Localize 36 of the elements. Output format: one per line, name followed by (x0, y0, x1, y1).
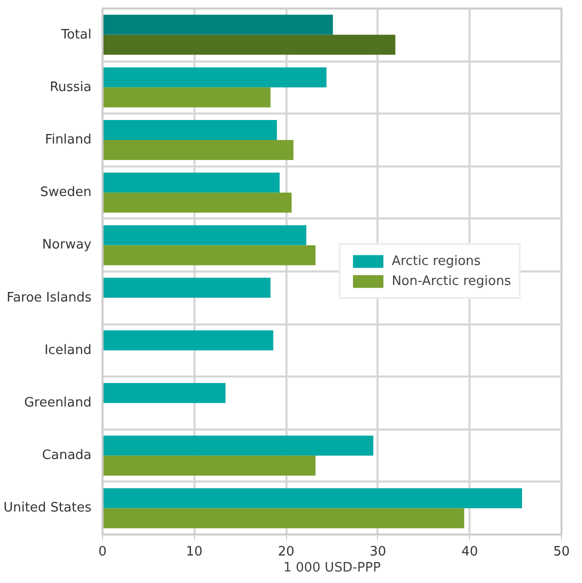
bar (102, 330, 274, 350)
bar (102, 383, 226, 403)
bar (102, 140, 294, 160)
bar (102, 278, 270, 298)
y-tick-label: Finland (45, 132, 92, 148)
y-tick-label: Sweden (40, 185, 92, 200)
x-tick-label: 20 (278, 544, 294, 560)
x-tick-label: 10 (186, 544, 203, 560)
x-axis-title: 1 000 USD-PPP (283, 560, 381, 576)
bar (102, 436, 374, 456)
bar (102, 120, 277, 140)
x-tick-label: 40 (461, 544, 478, 560)
bar (102, 34, 396, 55)
bar (102, 225, 306, 246)
x-tick-label: 50 (553, 544, 570, 560)
bar (102, 14, 333, 35)
bar (102, 67, 326, 88)
y-tick-label: Greenland (24, 396, 92, 410)
y-tick-label: Iceland (44, 342, 92, 358)
y-tick-label: United States (3, 500, 92, 516)
y-tick-label: Norway (42, 238, 92, 253)
y-tick-label: Faroe Islands (6, 290, 92, 306)
legend-label: Arctic regions (392, 254, 481, 268)
x-tick-label: 30 (370, 544, 386, 560)
bar (102, 245, 316, 266)
bar (102, 87, 270, 108)
x-tick-label: 0 (98, 544, 107, 560)
bar (102, 172, 280, 193)
y-tick-label: Russia (50, 80, 92, 95)
bar (102, 192, 292, 213)
y-tick-label: Canada (42, 448, 92, 464)
y-tick-label: Total (60, 27, 92, 42)
bar (102, 488, 522, 508)
bar (102, 508, 464, 528)
bar (102, 456, 316, 476)
legend-label: Non-Arctic regions (392, 274, 511, 288)
